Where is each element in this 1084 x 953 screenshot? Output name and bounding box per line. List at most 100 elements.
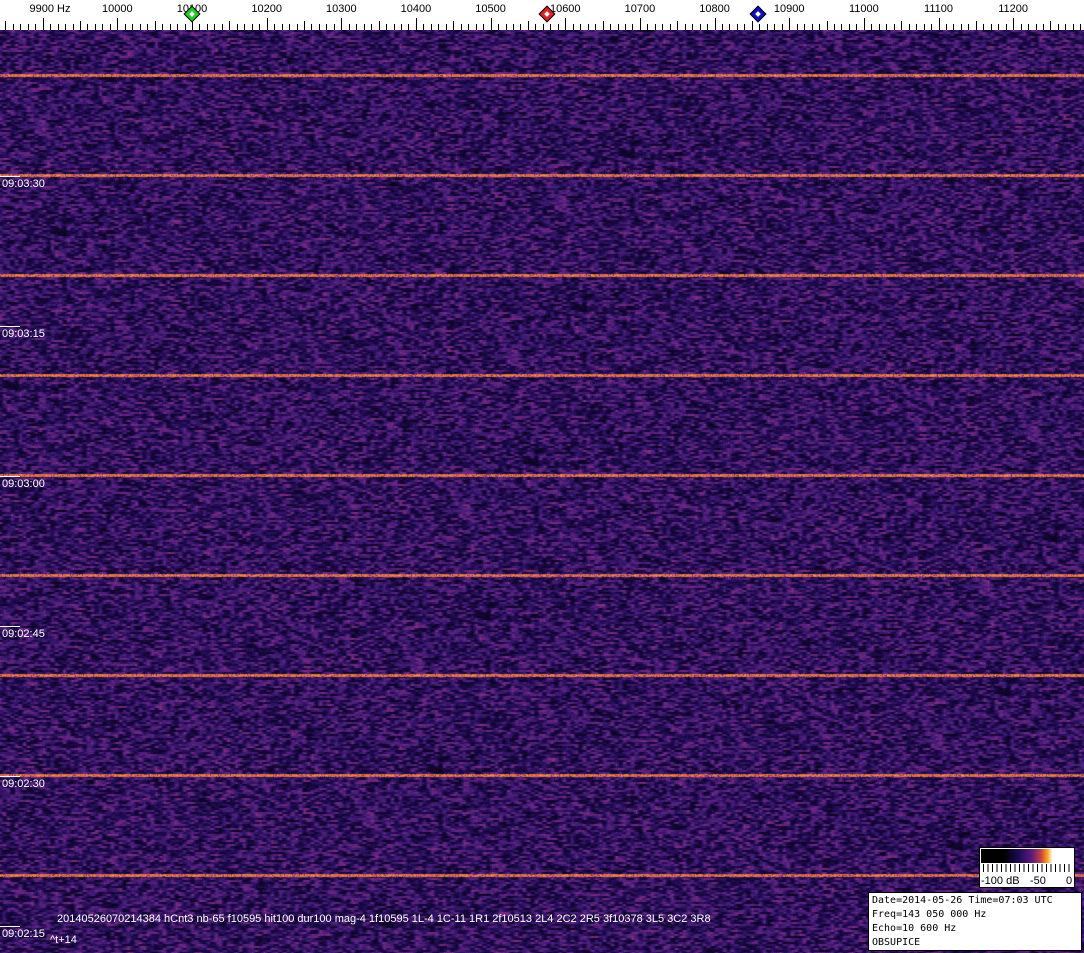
colorbar-max-label: 0 (1066, 875, 1073, 887)
freq-tick (401, 24, 402, 30)
freq-tick (20, 24, 21, 30)
freq-tick (707, 24, 708, 30)
freq-tick (1058, 24, 1059, 30)
freq-tick (58, 24, 59, 30)
freq-tick (610, 24, 611, 30)
detection-info-text: 20140526070214384 hCnt3 nb-65 f10595 hit… (57, 913, 711, 925)
freq-tick (453, 21, 454, 30)
freq-tick (662, 24, 663, 30)
freq-tick (752, 21, 753, 30)
time-tick (0, 926, 20, 927)
freq-tick (685, 24, 686, 30)
freq-tick-label: 10300 (326, 3, 357, 15)
freq-tick (909, 24, 910, 30)
frequency-line: Freq=143 050 000 Hz (872, 909, 987, 920)
time-label: 09:03:00 (2, 478, 45, 490)
freq-tick (1028, 24, 1029, 30)
time-label: 09:02:15 (2, 928, 45, 940)
freq-tick (274, 24, 275, 30)
colorbar-min-label: -100 dB (981, 875, 1020, 887)
freq-tick (155, 21, 156, 30)
freq-tick (968, 24, 969, 30)
freq-tick (28, 24, 29, 30)
freq-tick-label: 10500 (475, 3, 506, 15)
freq-tick (1065, 24, 1066, 30)
freq-tick (939, 18, 940, 30)
blue-marker[interactable] (749, 5, 767, 23)
freq-tick (244, 24, 245, 30)
freq-tick-label: 11000 (848, 3, 879, 15)
freq-tick (1073, 24, 1074, 30)
freq-tick (767, 24, 768, 30)
freq-tick (864, 18, 865, 30)
freq-tick (580, 24, 581, 30)
freq-tick (476, 24, 477, 30)
freq-tick (110, 24, 111, 30)
freq-tick (461, 24, 462, 30)
colorbar-mid-label: -50 (1030, 875, 1046, 887)
freq-tick (102, 24, 103, 30)
freq-tick (297, 24, 298, 30)
freq-tick (543, 24, 544, 30)
freq-tick (558, 24, 559, 30)
freq-tick-label: 10800 (699, 3, 730, 15)
spectrogram-waterfall (0, 30, 1084, 953)
freq-tick (520, 24, 521, 30)
freq-tick (998, 24, 999, 30)
time-tick (0, 326, 20, 327)
freq-tick (125, 24, 126, 30)
freq-tick (886, 24, 887, 30)
freq-tick (222, 24, 223, 30)
freq-tick (252, 24, 253, 30)
freq-tick (289, 24, 290, 30)
freq-tick (632, 24, 633, 30)
freq-tick (744, 24, 745, 30)
freq-tick (192, 18, 193, 30)
freq-tick (879, 24, 880, 30)
freq-tick (1013, 18, 1014, 30)
freq-tick (282, 24, 283, 30)
station-name: OBSUPICE (872, 937, 921, 948)
freq-tick (73, 24, 74, 30)
time-label: 09:02:30 (2, 778, 45, 790)
freq-tick (162, 24, 163, 30)
color-scale-legend: -100 dB -50 0 (979, 847, 1075, 888)
freq-tick-label: 11200 (998, 3, 1029, 15)
time-label: 09:03:30 (2, 178, 45, 190)
freq-tick (618, 24, 619, 30)
freq-tick (677, 21, 678, 30)
freq-tick (1006, 24, 1007, 30)
freq-tick (349, 24, 350, 30)
freq-tick (177, 24, 178, 30)
freq-tick (50, 24, 51, 30)
freq-tick (827, 21, 828, 30)
freq-tick (1080, 24, 1081, 30)
freq-tick-label: 9900 Hz (29, 3, 71, 15)
freq-tick (670, 24, 671, 30)
freq-tick (715, 18, 716, 30)
freq-tick (364, 24, 365, 30)
freq-tick (491, 18, 492, 30)
freq-tick (894, 24, 895, 30)
freq-tick (132, 24, 133, 30)
freq-tick (259, 24, 260, 30)
freq-tick (506, 24, 507, 30)
freq-tick (640, 18, 641, 30)
freq-tick (528, 21, 529, 30)
freq-tick (513, 24, 514, 30)
freq-tick (1021, 24, 1022, 30)
freq-tick (5, 21, 6, 30)
time-tick (0, 476, 20, 477)
freq-tick (1050, 21, 1051, 30)
time-label: 09:03:15 (2, 328, 45, 340)
freq-tick (416, 18, 417, 30)
time-tick (0, 176, 20, 177)
freq-tick (991, 24, 992, 30)
freq-tick (812, 24, 813, 30)
freq-tick (737, 24, 738, 30)
freq-tick (304, 21, 305, 30)
freq-tick (431, 24, 432, 30)
freq-tick (140, 24, 141, 30)
freq-tick (871, 24, 872, 30)
freq-tick (953, 24, 954, 30)
